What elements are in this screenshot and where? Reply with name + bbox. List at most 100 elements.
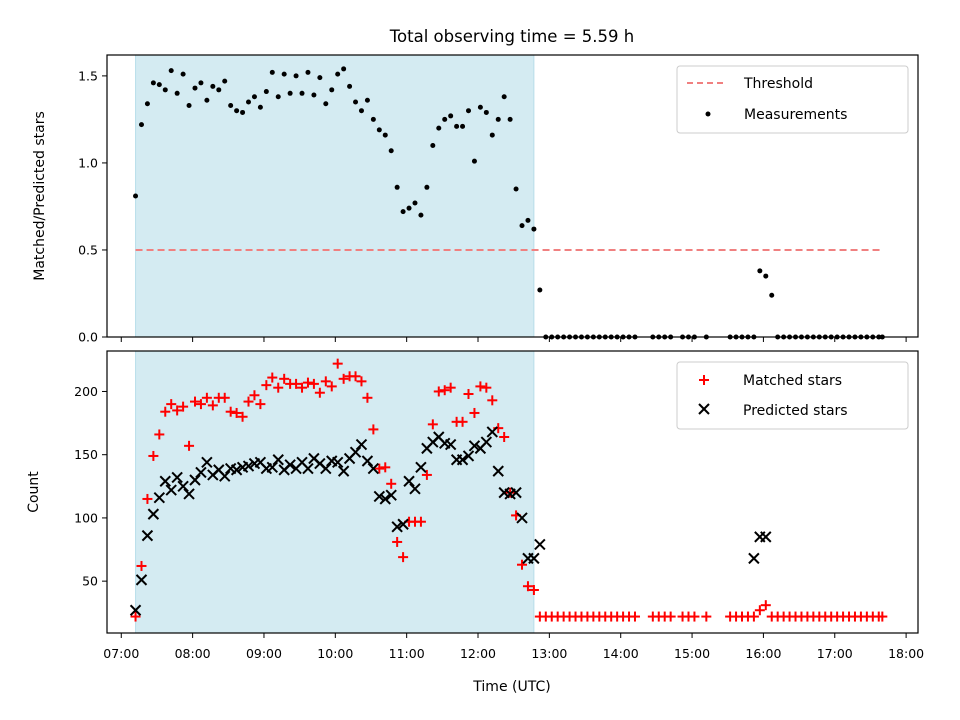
measurement-point (489, 132, 495, 138)
measurement-point (210, 83, 216, 89)
predicted-star-point (141, 529, 154, 542)
ratio-y-axis-label: Matched/Predicted stars (32, 111, 48, 281)
predicted-star-point (516, 512, 528, 524)
predicted-star-point (201, 456, 213, 468)
predicted-star-point (135, 574, 148, 586)
measurement-point (412, 200, 418, 206)
measurement-point (424, 184, 430, 190)
x-tick-label: 09:00 (246, 646, 282, 661)
predicted-star-point (355, 438, 368, 451)
measurement-point (222, 78, 228, 84)
legend-matched-swatch (699, 375, 709, 385)
ratio-panel: 0.0 0.5 1.0 1.5 Matched/Predicted stars Thr… (32, 54, 919, 345)
predicted-star-point (373, 490, 386, 503)
measurement-point (477, 104, 483, 110)
measurement-point (299, 90, 305, 96)
predicted-star-point (302, 462, 314, 475)
measurement-point (317, 75, 323, 81)
predicted-star-point (159, 475, 171, 487)
measurement-point (501, 94, 507, 100)
measurement-point (281, 71, 287, 77)
count-panel-frame (106, 350, 919, 634)
measurement-point (763, 273, 769, 279)
x-tick-label: 07:00 (103, 646, 139, 661)
legend-measurements-label: Measurements (744, 107, 847, 123)
x-axis-label: Time (UTC) (472, 679, 550, 695)
predicted-star-point (147, 508, 160, 520)
legend-x-mark (698, 403, 710, 415)
predicted-star-point (361, 455, 374, 467)
predicted-star-point (230, 464, 243, 476)
predicted-star-point (456, 454, 469, 466)
predicted-star-point (224, 462, 237, 475)
measurement-point (448, 113, 454, 119)
measurement-point (341, 66, 347, 72)
predicted-star-point (183, 488, 195, 500)
y-tick-label: 0.5 (78, 242, 98, 257)
x-tick-label: 18:00 (888, 646, 924, 661)
measurement-point (174, 90, 180, 96)
predicted-star-point (296, 456, 308, 468)
predicted-star-point (510, 486, 522, 499)
ratio-legend-box (676, 65, 909, 134)
measurement-point (757, 268, 763, 274)
legend-predicted-label: Predicted stars (743, 403, 848, 419)
measurement-point (251, 94, 257, 100)
measurement-point (364, 97, 370, 103)
predicted-star-point (397, 518, 409, 530)
count-panel: 50 100 150 200 07:00 08:00 09:00 10:00 11:00 12:… (26, 350, 924, 661)
matched-stars-points (130, 358, 888, 622)
measurement-point (263, 89, 269, 95)
measurement-point (519, 223, 525, 229)
measurement-point (358, 108, 364, 114)
measurement-point (382, 132, 388, 138)
measurement-point (466, 108, 472, 114)
measurement-point (471, 158, 477, 164)
y-tick-label: 200 (74, 384, 98, 399)
predicted-star-point (242, 460, 255, 472)
measurement-point (525, 217, 531, 223)
measurement-point (311, 92, 317, 98)
measurement-point (156, 82, 162, 88)
measurement-point (400, 209, 406, 215)
count-legend: Matched stars Predicted stars (676, 361, 909, 430)
predicted-star-point (528, 552, 540, 565)
y-tick-label: 50 (82, 574, 98, 589)
measurement-point (168, 68, 174, 74)
observing-window-shade (135, 54, 535, 338)
predicted-star-point (349, 446, 362, 458)
legend-predicted-swatch (698, 403, 710, 415)
predicted-star-point (444, 438, 457, 451)
measurement-point (418, 212, 424, 218)
measurement-point (138, 122, 144, 128)
shaded-region (135, 54, 535, 338)
measurement-point (192, 85, 198, 91)
predicted-star-point (314, 457, 326, 470)
count-y-axis-label: Count (26, 471, 42, 513)
measurement-point (133, 193, 139, 199)
predicted-star-point (486, 426, 498, 438)
predicted-star-point (308, 452, 320, 465)
measurement-point (335, 71, 341, 77)
predicted-star-point (153, 491, 166, 504)
measurement-point (329, 87, 335, 93)
measurement-point (162, 87, 168, 93)
predicted-star-point (534, 538, 546, 551)
measurement-point (240, 109, 246, 115)
predicted-star-point (409, 483, 421, 495)
legend-threshold-label: Threshold (743, 76, 813, 92)
predicted-star-point (165, 484, 177, 496)
measurement-point (537, 287, 543, 293)
y-tick-label: 1.5 (78, 68, 98, 83)
predicted-star-point (254, 456, 267, 468)
measurement-point (531, 226, 537, 232)
predicted-star-point (177, 480, 189, 493)
predicted-star-point (266, 461, 278, 474)
predicted-star-point (331, 456, 344, 468)
measurement-point (376, 127, 382, 133)
measurement-point (495, 116, 501, 122)
x-tick-label: 11:00 (389, 646, 425, 661)
count-y-ticks: 50 100 150 200 (74, 384, 107, 589)
count-x-ticks: 07:00 08:00 09:00 10:00 11:00 12:00 13:00 14:00… (103, 633, 924, 661)
